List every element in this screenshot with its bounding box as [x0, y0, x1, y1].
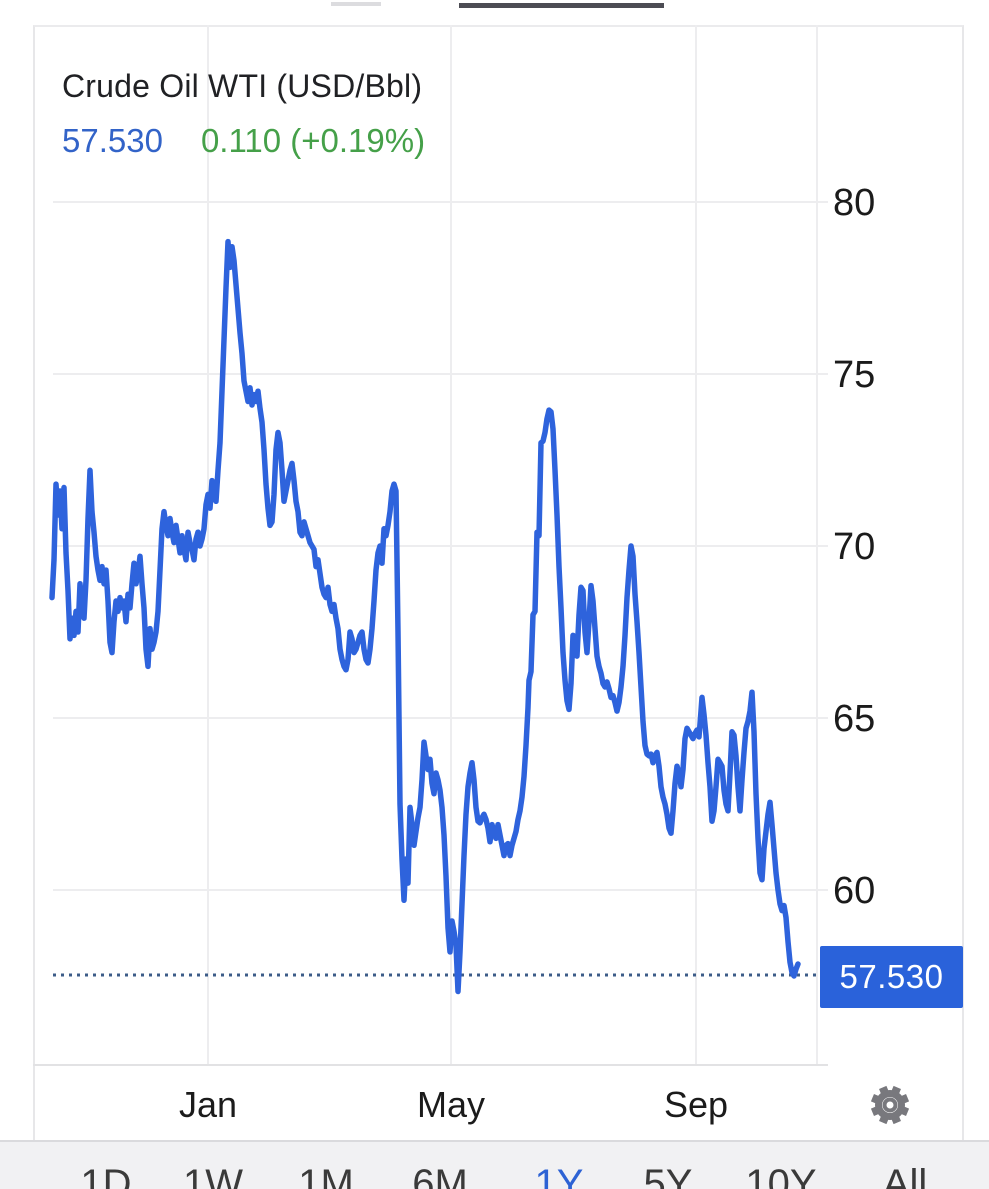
range-button-5y[interactable]: 5Y: [643, 1162, 693, 1189]
range-button-10y[interactable]: 10Y: [745, 1162, 817, 1189]
last-price-flag-value: 57.530: [839, 958, 944, 995]
y-axis-label: 75: [833, 354, 875, 396]
range-button-1m[interactable]: 1M: [298, 1162, 354, 1189]
x-axis-label: Jan: [179, 1084, 237, 1125]
price-line-series: [49, 238, 801, 995]
last-price-text: 57.530: [62, 122, 163, 159]
range-selector-bar: 1D 1W 1M 6M 1Y 5Y 10Y All: [0, 1140, 989, 1189]
y-axis-label: 60: [833, 870, 875, 912]
instrument-title: Crude Oil WTI (USD/Bbl): [62, 68, 423, 104]
range-button-6m[interactable]: 6M: [412, 1162, 468, 1189]
toolbar-light-segment: [331, 2, 381, 6]
quote-row: 57.530 0.110 (+0.19%): [62, 122, 425, 160]
toolbar-tab-indicator: [459, 3, 664, 8]
y-axis-label: 80: [833, 182, 875, 224]
range-button-1d[interactable]: 1D: [80, 1162, 132, 1189]
x-axis-label: May: [417, 1084, 485, 1125]
range-button-1w[interactable]: 1W: [183, 1162, 243, 1189]
y-axis-label: 65: [833, 698, 875, 740]
top-partial-toolbar: [0, 0, 989, 22]
price-change-text: 0.110 (+0.19%): [200, 122, 426, 159]
chart-settings-button[interactable]: [866, 1082, 914, 1128]
range-button-all[interactable]: All: [882, 1162, 928, 1189]
gear-icon: [870, 1085, 910, 1125]
last-price-flag: 57.530: [820, 946, 963, 1008]
chart-header: Crude Oil WTI (USD/Bbl) 57.530 0.110 (+0.…: [62, 68, 425, 160]
y-axis-label: 70: [833, 526, 875, 568]
range-button-1y[interactable]: 1Y: [534, 1162, 584, 1189]
x-axis-label: Sep: [664, 1084, 728, 1125]
chart-card: [33, 25, 964, 1140]
